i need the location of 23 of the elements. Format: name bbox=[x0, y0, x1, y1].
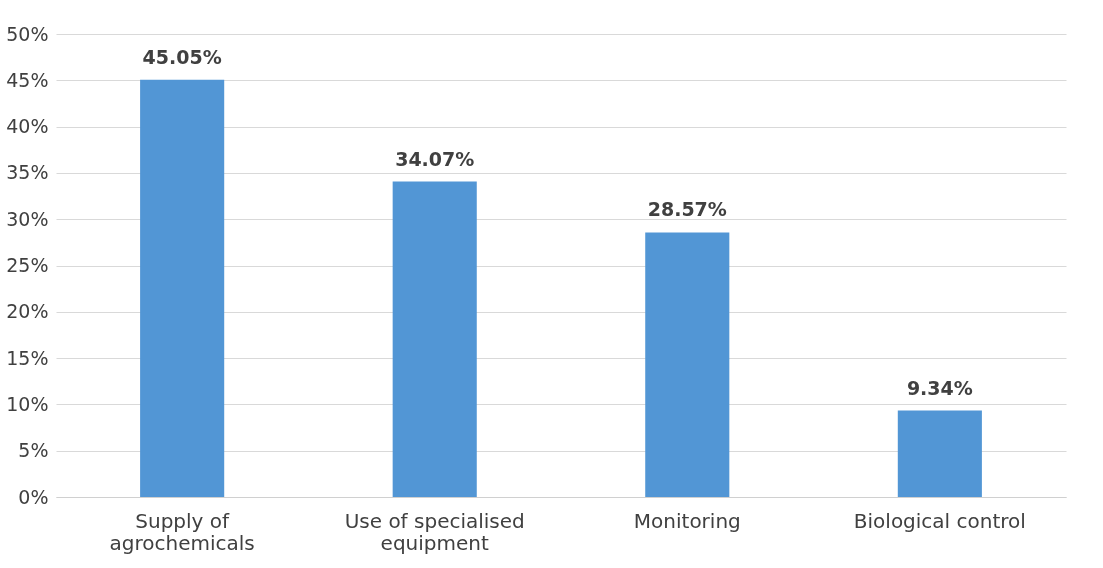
bar bbox=[897, 410, 982, 497]
x-tick-label: Monitoring bbox=[633, 508, 741, 533]
y-tick-label: 15% bbox=[6, 346, 49, 369]
data-label: 9.34% bbox=[906, 376, 973, 399]
y-tick-label: 40% bbox=[6, 115, 49, 138]
data-label: 34.07% bbox=[395, 147, 475, 170]
y-tick-label: 45% bbox=[6, 68, 49, 91]
data-label: 28.57% bbox=[647, 198, 727, 221]
x-tick-label: Supply of agrochemicals bbox=[109, 508, 255, 555]
data-label: 45.05% bbox=[142, 45, 222, 68]
y-tick-label: 5% bbox=[18, 439, 49, 462]
x-tick-label: Use of specialised equipment bbox=[344, 508, 525, 555]
y-tick-label: 0% bbox=[18, 485, 49, 508]
y-tick-label: 35% bbox=[6, 161, 49, 184]
y-tick-label: 10% bbox=[6, 392, 49, 415]
bar bbox=[140, 79, 225, 497]
y-tick-label: 50% bbox=[6, 22, 49, 45]
y-tick-label: 30% bbox=[6, 207, 49, 230]
bar bbox=[645, 232, 730, 497]
bar bbox=[392, 181, 477, 497]
x-tick-label: Biological control bbox=[853, 508, 1026, 533]
y-tick-label: 25% bbox=[6, 254, 49, 276]
y-tick-label: 20% bbox=[6, 300, 49, 323]
